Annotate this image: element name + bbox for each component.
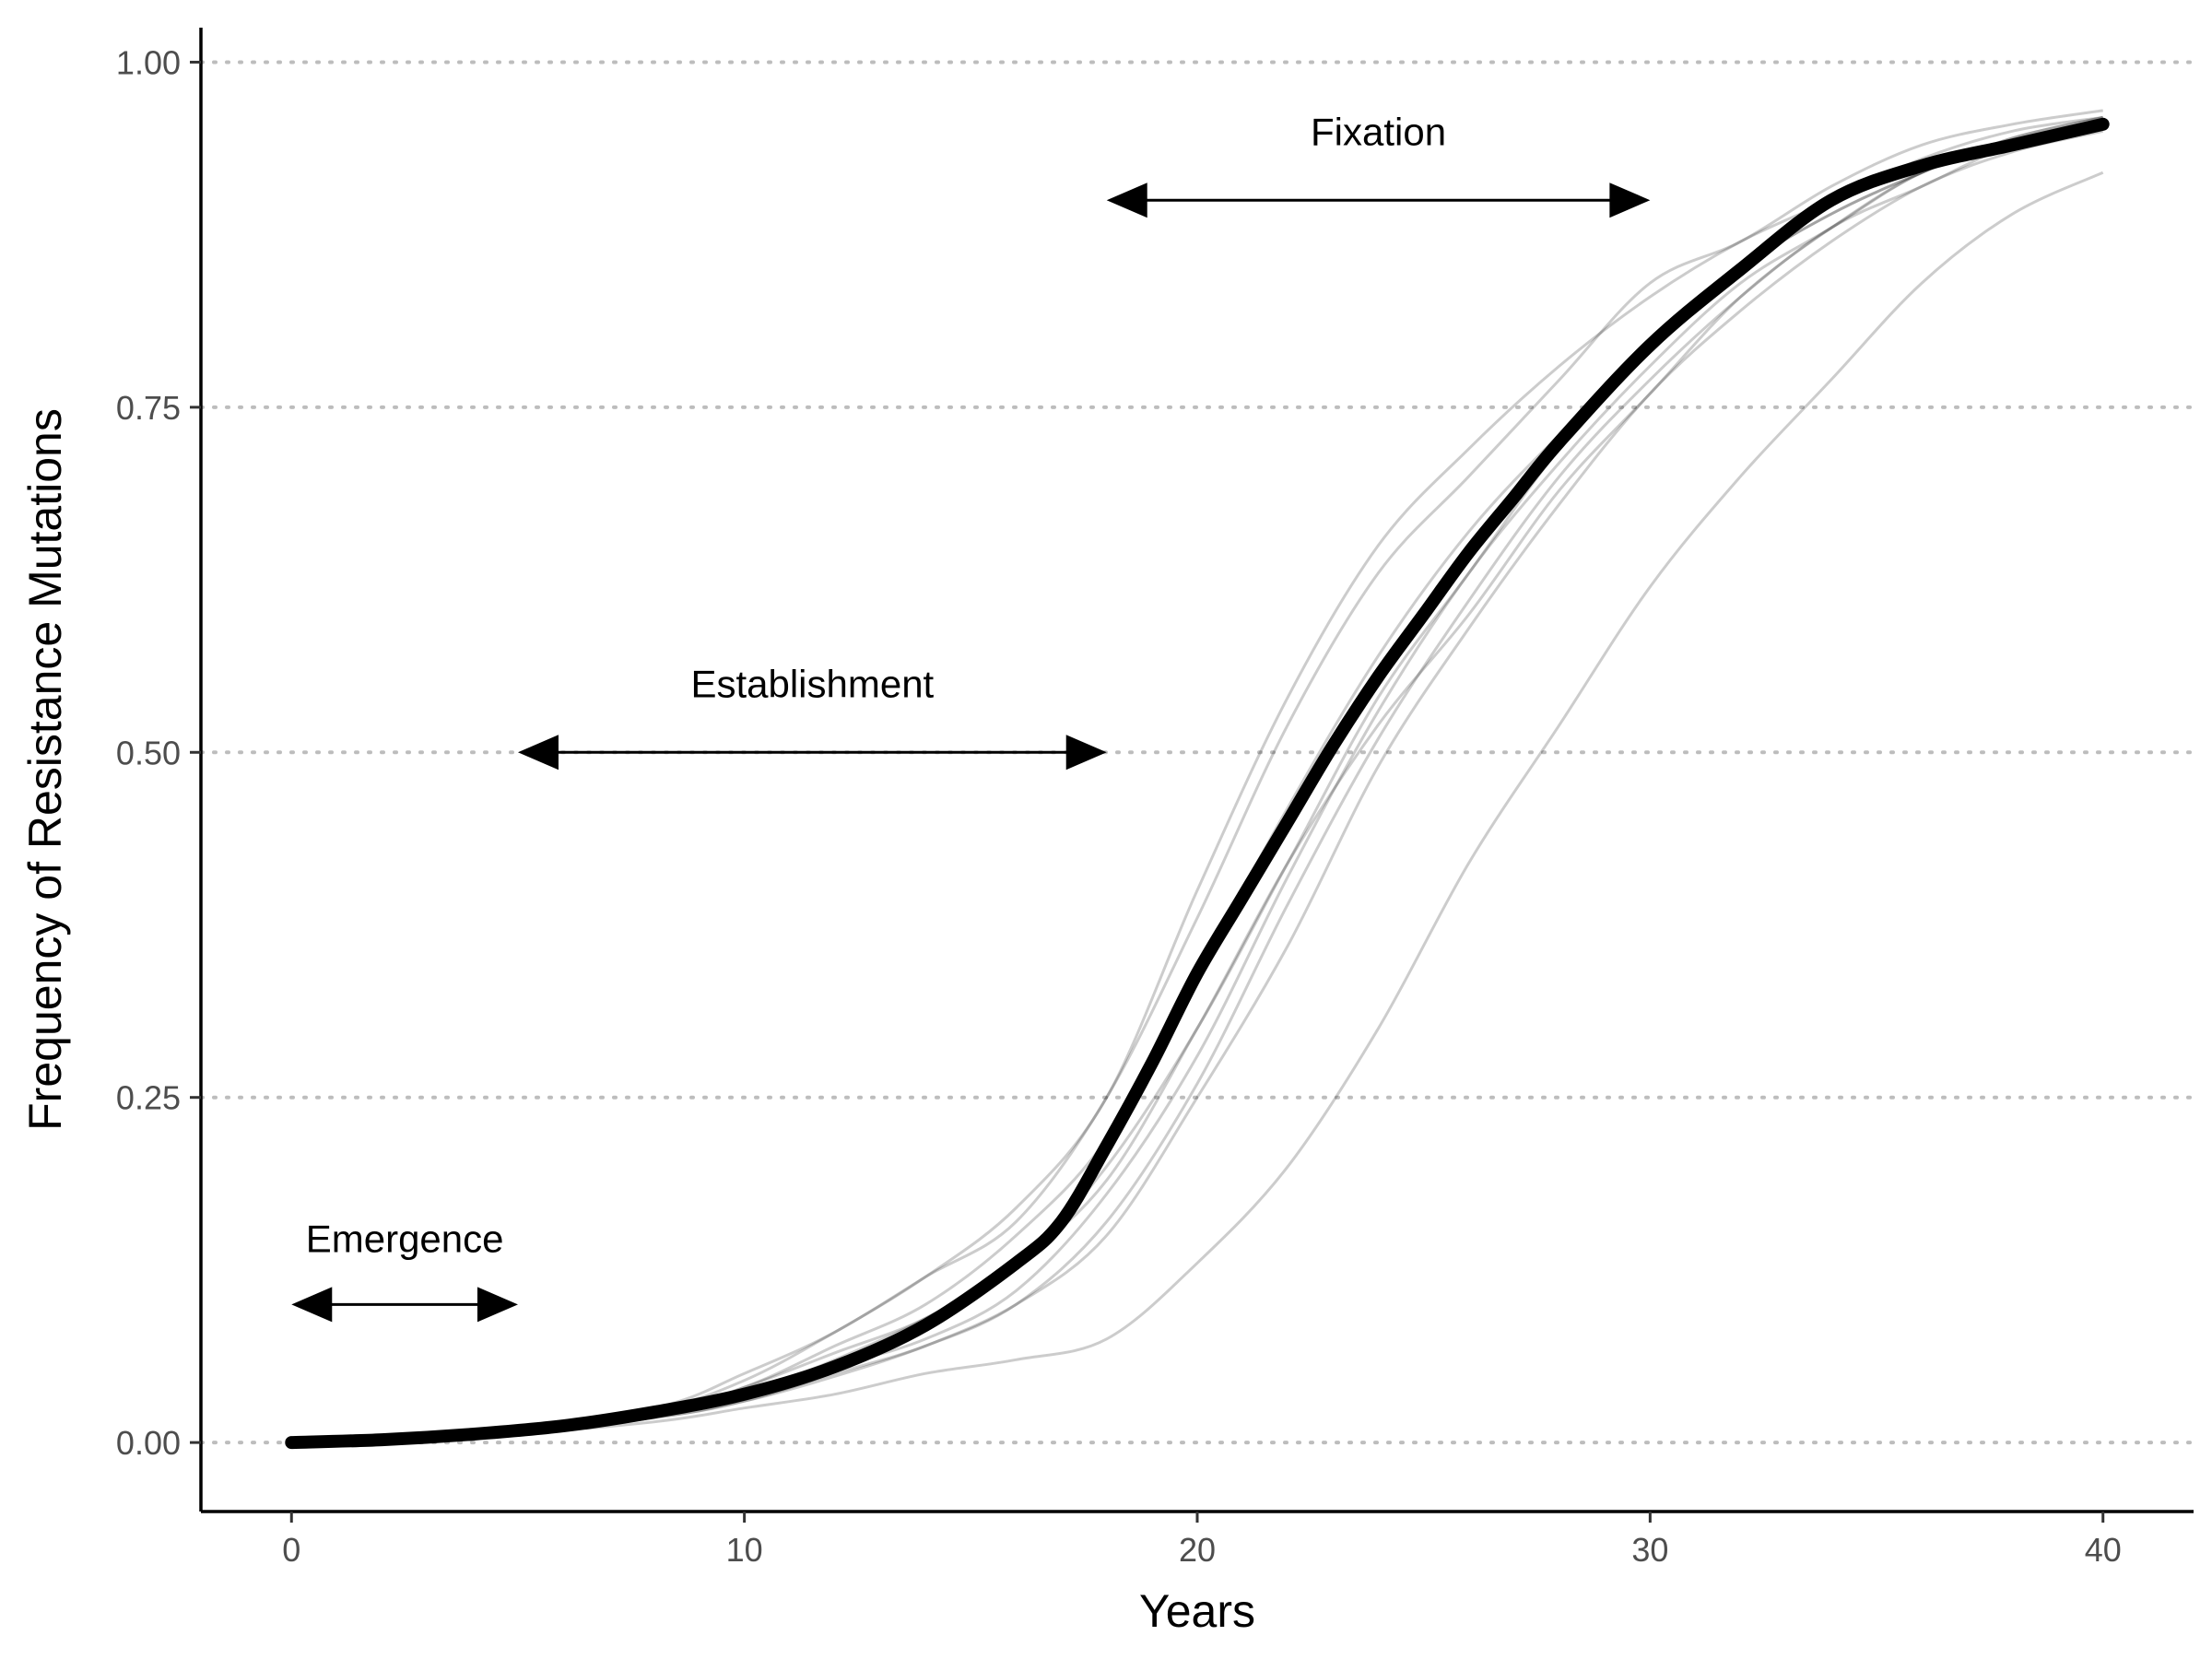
x-tick-label: 20 [1179, 1531, 1216, 1569]
simulation-line-9 [291, 171, 2104, 1444]
x-axis-title: Years [1139, 1585, 1255, 1637]
arrowhead-left [517, 735, 559, 771]
simulation-line-5 [291, 123, 2104, 1444]
y-tick-label: 1.00 [116, 43, 181, 81]
y-tick-label: 0.75 [116, 389, 181, 427]
mean-line [285, 117, 2110, 1450]
simulation-line-6 [291, 123, 2104, 1444]
arrowhead-right [1609, 182, 1651, 218]
simulation-lines [291, 109, 2104, 1444]
arrowhead-right [1065, 735, 1107, 771]
annotations: Emergence Establishment Fixation [291, 110, 1651, 1323]
x-tick-label: 10 [726, 1531, 763, 1569]
arrowhead-right [477, 1287, 518, 1323]
simulation-line-8 [291, 123, 2104, 1444]
annotation-1: Emergence [291, 1217, 518, 1323]
simulation-line-1 [291, 109, 2103, 1444]
annotation-2: Establishment [517, 662, 1107, 771]
x-tick-label: 40 [2085, 1531, 2122, 1569]
simulation-line-2 [291, 115, 2103, 1444]
simulation-line-7 [291, 129, 2104, 1444]
arrowhead-left [1106, 182, 1147, 218]
x-tick-label: 0 [282, 1531, 300, 1569]
annotation-label: Fixation [1311, 110, 1446, 153]
y-axis-title: Frequency of Resistance Mutations [19, 408, 71, 1131]
axes: 0.00 0.25 0.50 0.75 1.00 0 10 20 30 40 [116, 28, 2194, 1569]
grid-layer [199, 60, 2195, 1445]
annotation-label: Emergence [306, 1217, 504, 1260]
x-tick-label: 30 [1631, 1531, 1668, 1569]
y-tick-label: 0.50 [116, 734, 181, 771]
simulation-line-4 [291, 115, 2104, 1444]
y-tick-label: 0.25 [116, 1079, 181, 1117]
y-tick-label: 0.00 [116, 1424, 181, 1462]
annotation-3: Fixation [1106, 110, 1651, 218]
annotation-label: Establishment [690, 662, 934, 705]
mean-line-layer [285, 117, 2110, 1450]
simulation-line-3 [291, 115, 2104, 1444]
arrowhead-left [291, 1287, 333, 1323]
